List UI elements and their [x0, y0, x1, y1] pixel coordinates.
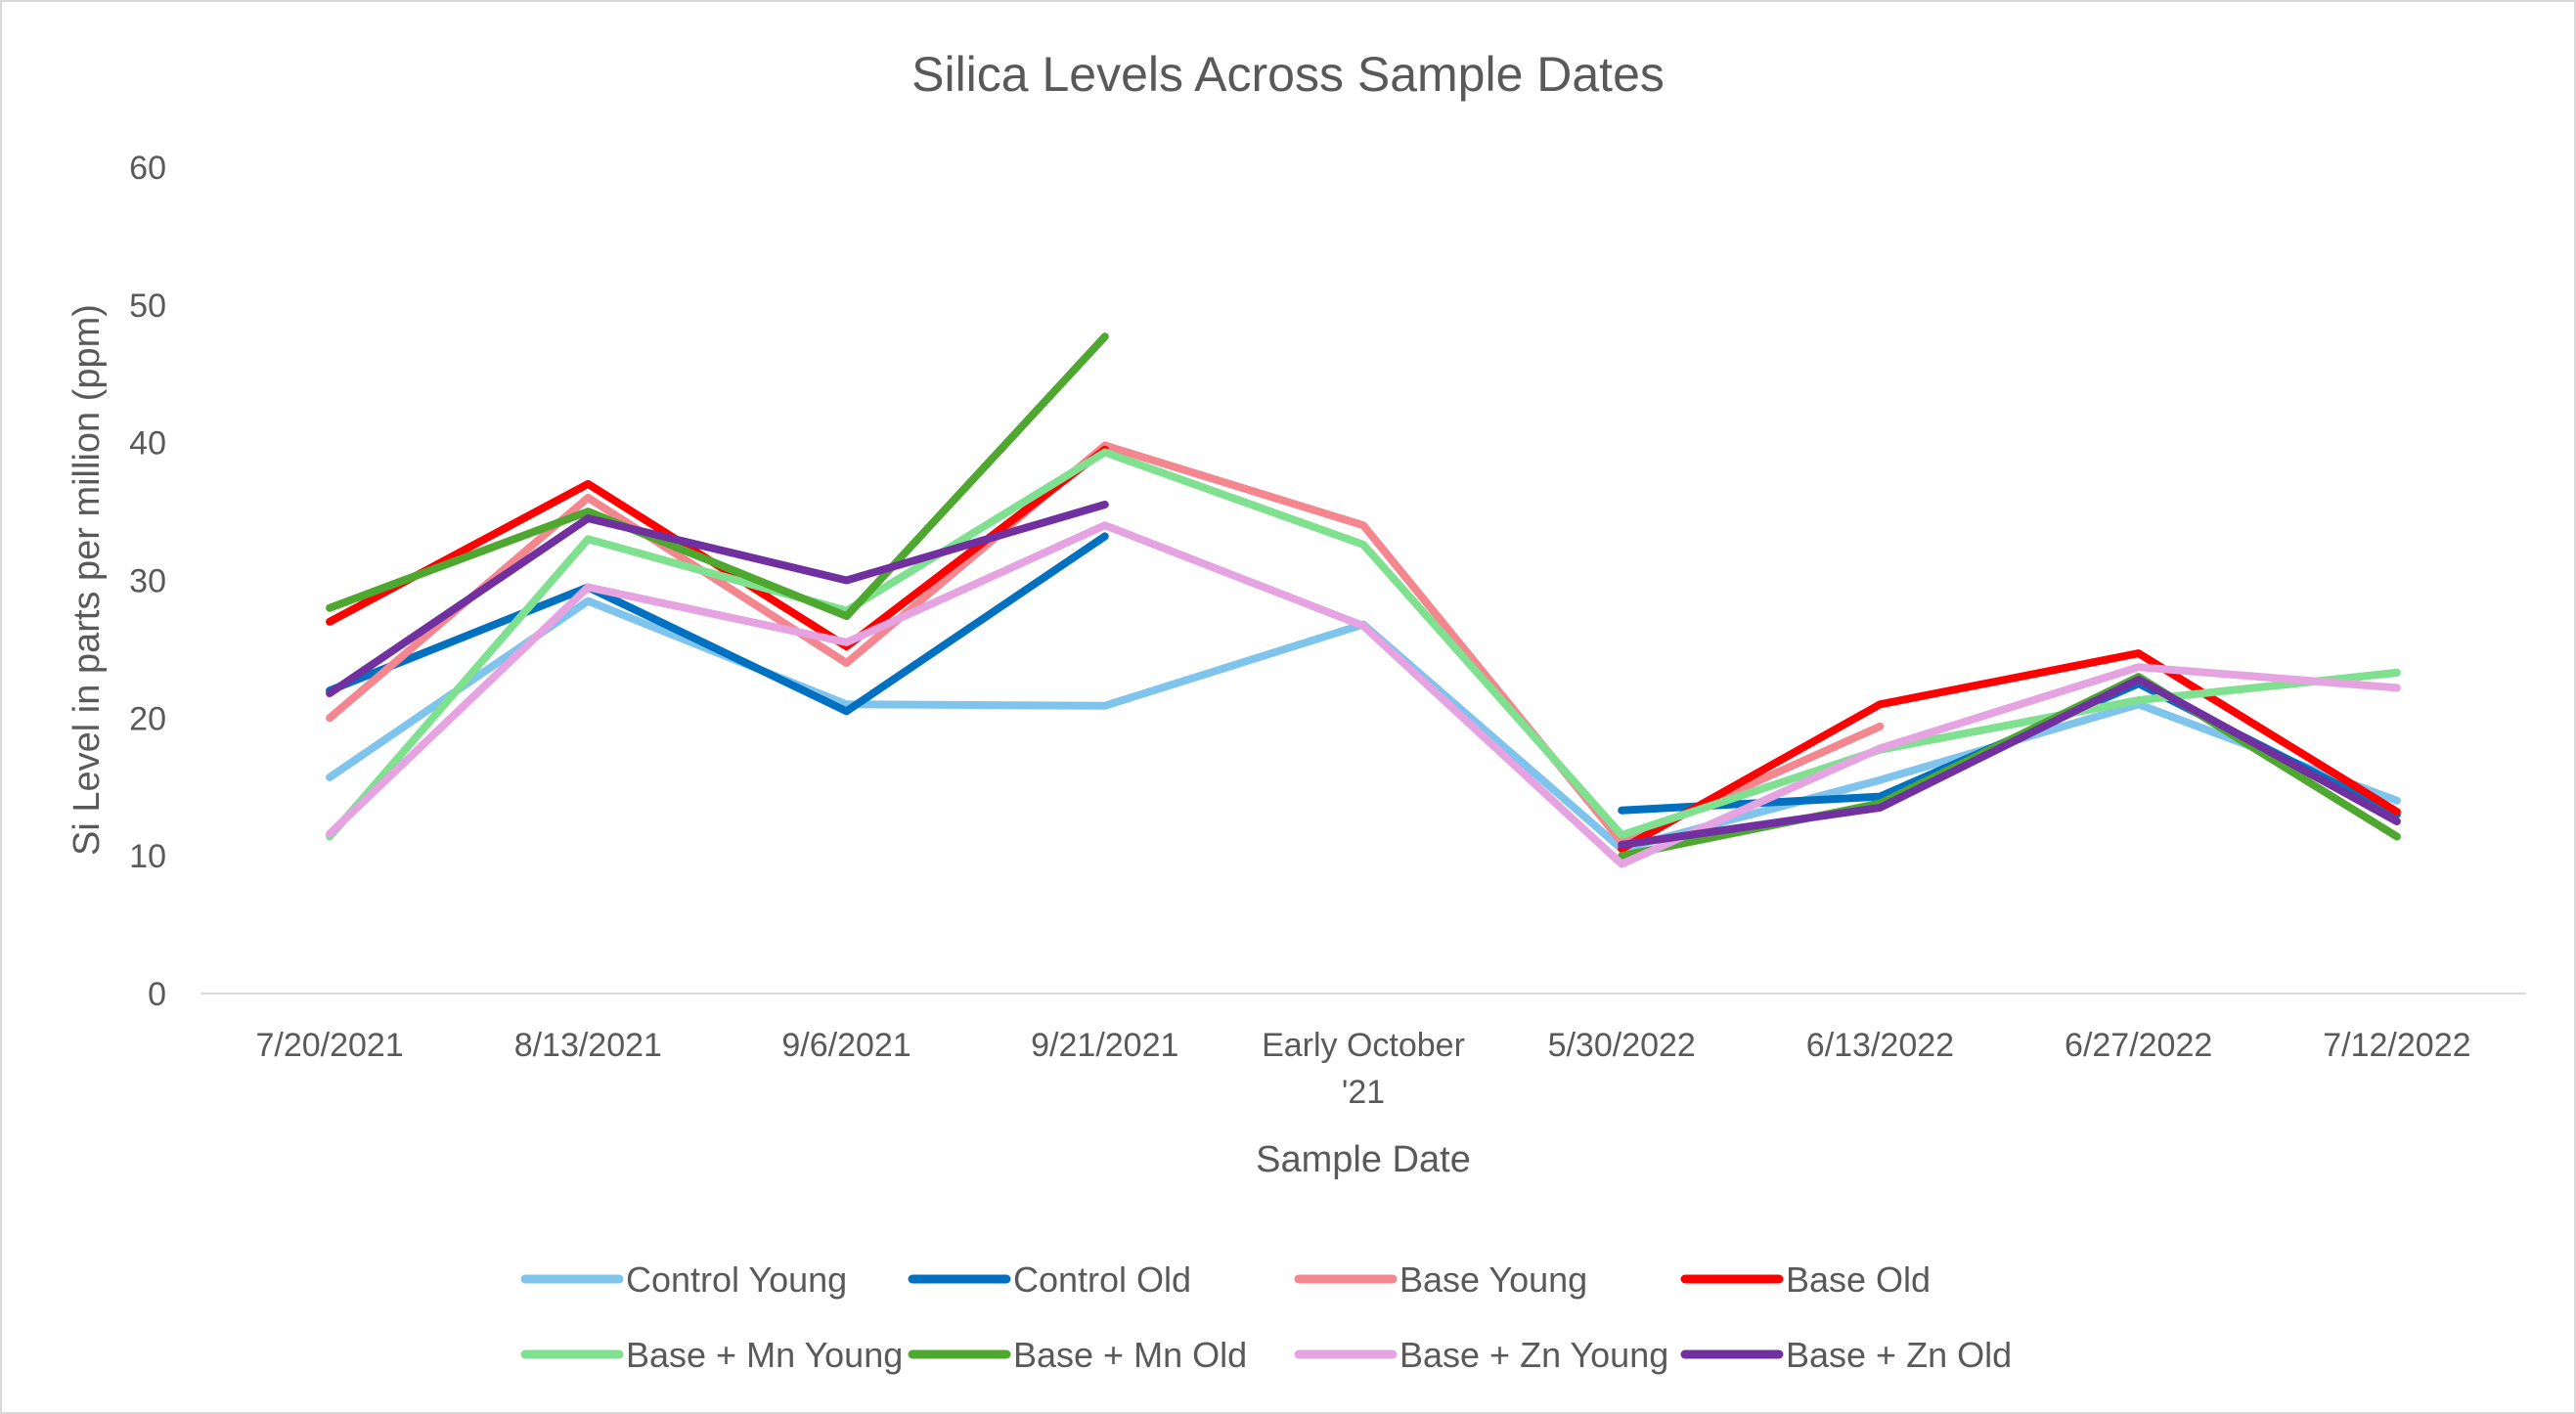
y-tick-label: 10: [129, 838, 166, 875]
y-axis-title: Si Level in parts per million (ppm): [67, 304, 108, 856]
y-tick-label: 60: [129, 150, 166, 187]
y-tick-label: 30: [129, 563, 166, 600]
x-tick-label: 9/21/2021: [1031, 1027, 1178, 1064]
legend-label: Base Old: [1786, 1259, 1931, 1300]
legend-label: Base + Zn Young: [1399, 1335, 1668, 1375]
y-tick-label: 20: [129, 700, 166, 737]
y-tick-label: 50: [129, 287, 166, 325]
legend: Control Young Control Old Base Young Base O…: [520, 1259, 2012, 1375]
x-tick-label: 7/12/2022: [2323, 1027, 2470, 1064]
x-tick-label: 7/20/2021: [255, 1027, 403, 1064]
series-line: [326, 521, 2401, 868]
x-tick-label: 6/27/2022: [2065, 1027, 2212, 1064]
x-tick-label: 9/6/2021: [781, 1027, 910, 1064]
series-line: [326, 532, 1109, 716]
legend-label: Control Old: [1013, 1259, 1191, 1300]
x-tick-label: '21: [1342, 1074, 1385, 1111]
series-line: [1618, 649, 2401, 854]
x-axis-title: Sample Date: [1256, 1139, 1471, 1180]
legend-label: Base + Mn Young: [626, 1335, 903, 1375]
series-lines: [326, 332, 2401, 868]
chart-title: Silica Levels Across Sample Dates: [911, 47, 1665, 102]
legend-label: Base + Mn Old: [1013, 1335, 1247, 1375]
x-tick-label: 6/13/2022: [1806, 1027, 1954, 1064]
x-tick-label: 8/13/2021: [514, 1027, 662, 1064]
y-tick-label: 40: [129, 425, 166, 463]
series-line: [326, 332, 1109, 621]
series-line: [1618, 675, 2401, 849]
legend-label: Control Young: [626, 1259, 847, 1300]
x-tick-label: 5/30/2022: [1548, 1027, 1696, 1064]
legend-label: Base Young: [1399, 1259, 1587, 1300]
legend-label: Base + Zn Old: [1786, 1335, 2012, 1375]
y-axis-ticks: 0 10 20 30 40 50 60: [129, 150, 166, 1013]
y-tick-label: 0: [148, 976, 166, 1013]
x-axis-ticks: 7/20/2021 8/13/2021 9/6/2021 9/21/2021 Early…: [255, 1027, 2470, 1111]
x-tick-label: Early October: [1262, 1027, 1465, 1064]
series-line: [326, 448, 2401, 841]
series-line: [326, 597, 2401, 854]
series-line: [326, 501, 1109, 697]
